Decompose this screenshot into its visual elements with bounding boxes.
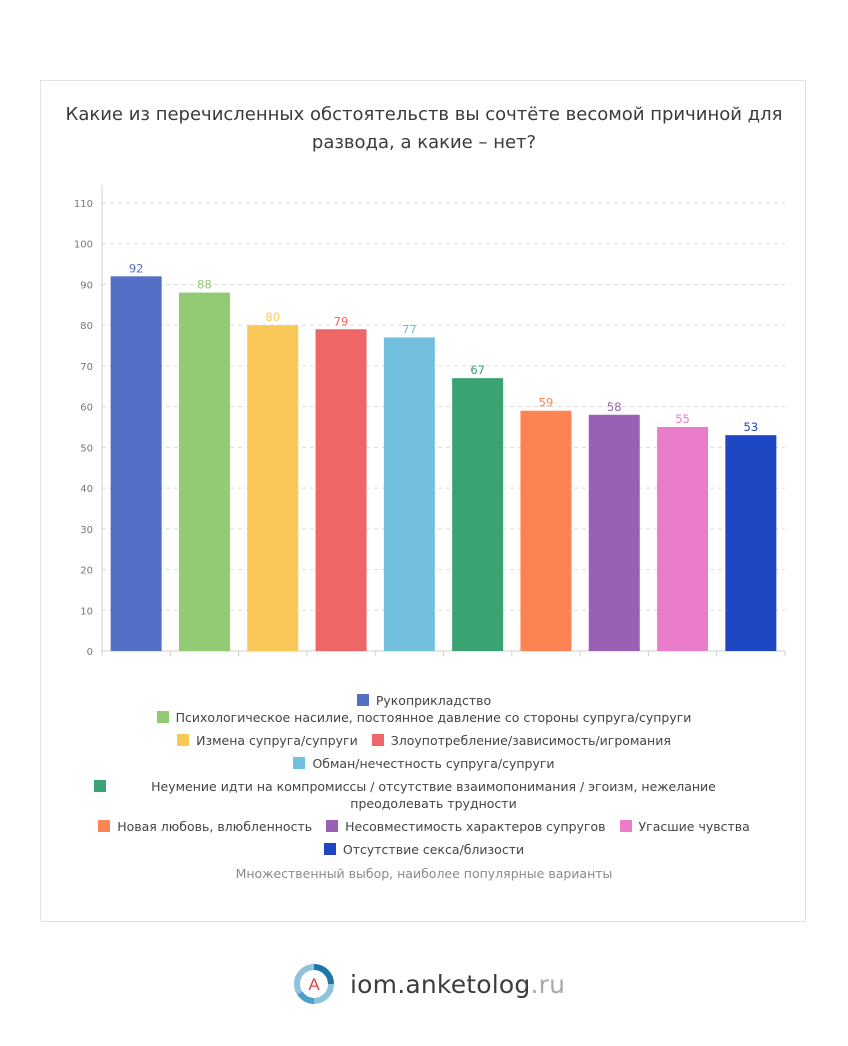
legend-swatch [293, 757, 306, 769]
chart-card: Какие из перечисленных обстоятельств вы … [40, 80, 806, 922]
bar-value-label: 92 [129, 261, 144, 275]
chart-footnote: Множественный выбор, наиболее популярные… [235, 866, 613, 881]
legend-row: Неумение идти на компромиссы / отсутстви… [81, 778, 767, 812]
bar-value-label: 77 [402, 322, 417, 336]
y-tick-label: 40 [80, 484, 93, 495]
legend-swatch [94, 780, 106, 792]
legend-swatch [156, 711, 169, 723]
bar-value-label: 55 [675, 412, 690, 426]
brand-tld: .ru [530, 969, 566, 999]
logo-letter: A [308, 975, 320, 994]
legend-label: Несовместимость характеров супругов [345, 819, 606, 834]
chart-legend: Рукоприкладство Психологическое насилие, … [81, 692, 767, 864]
legend-swatch [356, 694, 369, 706]
bar-chart: 0 10 20 30 40 50 60 70 80 90 100 110 92 88 80 79 77 67 59 5… [74, 185, 786, 658]
y-tick-label: 0 [87, 647, 93, 658]
bar-value-label: 80 [265, 310, 280, 324]
legend-swatch [177, 734, 190, 746]
legend-swatch [323, 843, 336, 855]
y-tick-label: 100 [74, 240, 93, 251]
bar-value-label: 53 [744, 420, 759, 434]
brand-name: iom.anketolog.ru [350, 970, 565, 999]
y-tick-label: 50 [80, 443, 93, 454]
legend-label: Рукоприкладство [375, 693, 492, 708]
legend-swatch [326, 820, 339, 832]
y-tick-label: 20 [80, 566, 93, 577]
legend-swatch [619, 820, 632, 832]
y-tick-label: 10 [80, 606, 93, 617]
y-tick-label: 90 [80, 280, 93, 291]
legend-label: Отсутствие секса/близости [342, 842, 525, 857]
bar-value-label: 58 [607, 400, 622, 414]
legend-item[interactable]: Новая любовь, влюбленность [98, 818, 312, 835]
legend-row: Рукоприкладство Психологическое насилие, … [81, 692, 767, 726]
y-tick-label: 60 [80, 403, 93, 414]
legend-item[interactable]: Неумение идти на компромиссы / отсутстви… [94, 778, 754, 812]
legend-label: Злоупотребление/зависимость/игромания [390, 733, 671, 748]
legend-row: Новая любовь, влюбленность Несовместимост… [81, 818, 767, 835]
bar [520, 410, 572, 651]
bar-value-label: 59 [539, 396, 554, 410]
chart-title-line-2: развода, а какие – нет? [311, 132, 537, 153]
bar-value-label: 67 [470, 363, 485, 377]
legend-label: Новая любовь, влюбленность [117, 819, 313, 834]
legend-label: Неумение идти на компромиссы / отсутстви… [151, 779, 716, 811]
anketolog-logo-icon: A [294, 964, 334, 1004]
y-tick-label: 80 [80, 321, 93, 332]
chart-title-line-1: Какие из перечисленных обстоятельств вы … [65, 104, 783, 125]
legend-swatch [371, 734, 384, 746]
legend-row: Измена супруга/супруги Злоупотребление/за… [81, 732, 767, 749]
bar [315, 329, 367, 651]
brand-domain: iom.anketolog [350, 969, 531, 999]
legend-label: Измена супруга/супруги [196, 733, 358, 748]
legend-swatch [98, 820, 111, 832]
bar [110, 276, 162, 651]
bar [452, 378, 504, 651]
legend-label: Психологическое насилие, постоянное давл… [175, 710, 692, 725]
y-tick-label: 70 [80, 362, 93, 373]
legend-item[interactable]: Рукоприкладство [356, 692, 492, 709]
y-tick-label: 30 [80, 525, 93, 536]
bar [247, 325, 299, 651]
bar-value-label: 79 [334, 314, 349, 328]
bar [657, 427, 709, 651]
bar [383, 337, 435, 651]
legend-item[interactable]: Отсутствие секса/близости [323, 841, 525, 858]
legend-label: Угасшие чувства [638, 819, 750, 834]
legend-item[interactable]: Угасшие чувства [619, 818, 750, 835]
legend-item[interactable]: Злоупотребление/зависимость/игромания [371, 732, 671, 749]
legend-row: Отсутствие секса/близости [81, 841, 767, 858]
legend-row: Обман/нечестность супруга/супруги [81, 755, 767, 772]
legend-label: Обман/нечестность супруга/супруги [312, 756, 555, 771]
legend-item[interactable]: Обман/нечестность супруга/супруги [293, 755, 555, 772]
legend-item[interactable]: Несовместимость характеров супругов [326, 818, 606, 835]
brand-logo[interactable]: A iom.anketolog.ru [292, 962, 565, 1006]
bar [588, 414, 640, 651]
bar [725, 435, 777, 651]
y-tick-label: 110 [74, 199, 93, 210]
bar [178, 292, 230, 651]
legend-item[interactable]: Психологическое насилие, постоянное давл… [156, 709, 692, 726]
chart-title: Какие из перечисленных обстоятельств вы … [41, 101, 807, 157]
bar-value-label: 88 [197, 278, 212, 292]
legend-item[interactable]: Измена супруга/супруги [177, 732, 358, 749]
